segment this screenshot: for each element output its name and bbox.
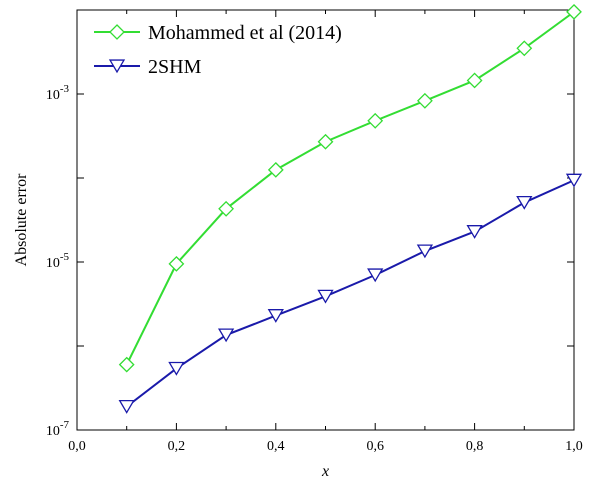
data-point	[416, 244, 434, 259]
series-1	[118, 3, 582, 373]
legend-marker	[108, 59, 126, 74]
series-2	[118, 173, 583, 414]
data-point	[168, 255, 185, 272]
legend-item-1: Mohammed et al (2014)	[94, 22, 342, 44]
data-point	[416, 92, 433, 109]
y-tick-label: 10-5	[46, 251, 70, 271]
data-point	[466, 225, 483, 239]
data-point	[317, 133, 334, 150]
data-point	[118, 399, 135, 414]
data-point	[317, 289, 334, 304]
x-axis-ticks: 0,0 0,2 0,4 0,6 0,8 1,0	[68, 10, 583, 454]
y-axis-title: Absolute error	[13, 173, 30, 267]
data-point	[466, 72, 483, 89]
y-tick-label: 10-7	[46, 419, 70, 439]
legend-label: Mohammed et al (2014)	[148, 22, 342, 44]
data-point	[218, 200, 235, 217]
legend: Mohammed et al (2014) 2SHM	[94, 22, 342, 78]
data-point	[217, 328, 235, 343]
y-axis-ticks: 10-7 10-5 10-3	[46, 9, 574, 439]
x-tick-label: 1,0	[565, 439, 583, 454]
x-tick-label: 0,8	[466, 439, 484, 454]
legend-label: 2SHM	[148, 56, 202, 78]
data-point	[565, 173, 583, 188]
series-line	[125, 11, 575, 366]
data-point	[168, 361, 185, 376]
data-point	[516, 40, 533, 57]
series-line	[126, 179, 575, 408]
data-point	[367, 268, 384, 283]
x-axis-title: x	[321, 463, 329, 480]
legend-marker	[109, 24, 125, 40]
data-point	[516, 195, 533, 210]
x-tick-label: 0,6	[366, 439, 384, 454]
series-layer	[118, 3, 583, 414]
x-tick-label: 0,0	[68, 439, 86, 454]
y-tick-label: 10-3	[46, 83, 70, 103]
data-point	[367, 112, 384, 129]
x-tick-label: 0,2	[168, 439, 186, 454]
x-tick-label: 0,4	[267, 439, 285, 454]
data-point	[118, 356, 135, 373]
data-point	[267, 161, 284, 178]
data-point	[566, 3, 582, 20]
data-point	[267, 309, 284, 323]
legend-item-2: 2SHM	[94, 56, 202, 78]
